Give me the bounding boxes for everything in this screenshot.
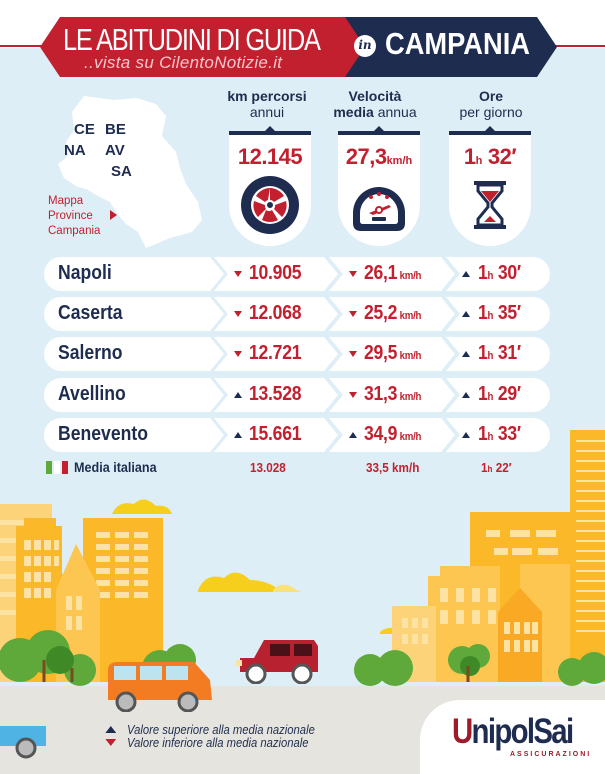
km-value: 12.721 (249, 342, 302, 364)
national-average-ore: 1h 22′ (481, 460, 512, 475)
regional-velocita-value: 27,3km/h (345, 144, 413, 169)
ore-value: 1h 31′ (478, 342, 521, 364)
in-badge: in (354, 35, 376, 57)
caret-right-icon (110, 210, 117, 220)
speedometer-icon (353, 187, 405, 231)
badge-km: 12.145 (229, 126, 311, 246)
trend-up-icon (105, 726, 117, 733)
title-banner (40, 17, 370, 77)
national-average-velocita: 33,5 km/h (366, 460, 420, 475)
map-caption-line: Province (48, 210, 93, 222)
km-value: 12.068 (249, 302, 302, 324)
velocita-value: 34,9 km/h (364, 423, 422, 445)
legend: Valore superiore alla media nazionale Va… (100, 724, 339, 750)
cityscape-illustration (0, 430, 605, 686)
trend-up-icon (462, 271, 470, 277)
trend-up-icon (462, 432, 470, 438)
velocita-value: 25,2 km/h (364, 302, 422, 324)
trend-down-icon (105, 739, 117, 746)
map-label-av: AV (105, 142, 125, 159)
regional-ore-value: 1h 32′ (463, 144, 517, 169)
campania-map-icon (58, 96, 202, 248)
badge-ore: 1h 32′ (449, 126, 531, 246)
page-title: LE ABITUDINI DI GUIDA (63, 22, 321, 57)
trend-up-icon (234, 392, 242, 398)
km-value: 10.905 (249, 262, 302, 284)
column-header-km: km percorsi annui (227, 88, 307, 120)
trend-down-icon (349, 271, 357, 277)
red-jeep-illustration (236, 640, 318, 684)
unipolsai-logo: UnipolSai (452, 712, 574, 751)
map-caption: Mappa Province Campania (48, 194, 100, 239)
km-value: 15.661 (249, 423, 302, 445)
trend-down-icon (349, 311, 357, 317)
ore-value: 1h 33′ (478, 423, 521, 445)
badge-velocita: 27,3km/h (338, 126, 420, 246)
velocita-value: 31,3 km/h (364, 383, 422, 405)
flag-red (62, 461, 68, 474)
trend-up-icon (462, 311, 470, 317)
trend-down-icon (349, 392, 357, 398)
national-average-km: 13.028 (250, 460, 286, 475)
ore-value: 1h 35′ (478, 302, 521, 324)
trend-up-icon (349, 432, 357, 438)
legend-up: Valore superiore alla media nazionale (100, 724, 315, 737)
legend-down: Valore inferiore alla media nazionale (100, 737, 315, 750)
city-name: Napoli (58, 262, 112, 284)
trend-up-icon (234, 432, 242, 438)
city-name: Salerno (58, 342, 123, 364)
map-label-sa: SA (111, 163, 132, 180)
blue-car-illustration (0, 726, 46, 759)
banner-line-left (0, 45, 42, 47)
map-caption-line: Mappa (48, 195, 84, 207)
map-caption-line: Campania (48, 225, 101, 237)
ore-value: 1h 30′ (478, 262, 521, 284)
trend-up-icon (462, 351, 470, 357)
trend-down-icon (234, 271, 242, 277)
column-header-ore: Ore per giorno (459, 88, 523, 120)
hourglass-icon (474, 181, 506, 229)
column-header-velocita: Velocità media annua (333, 88, 417, 120)
flag-white (54, 461, 60, 474)
trend-up-icon (462, 392, 470, 398)
page-subtitle: ..vista su CilentoNotizie.it (84, 53, 283, 72)
regional-km-value: 12.145 (237, 144, 303, 169)
city-name: Caserta (58, 302, 123, 324)
city-name: Avellino (58, 383, 126, 405)
map-label-na: NA (64, 142, 86, 159)
km-value: 13.528 (249, 383, 302, 405)
banner-line-right (553, 45, 605, 47)
trend-down-icon (234, 351, 242, 357)
logo-tagline: ASSICURAZIONI (510, 751, 592, 758)
tire-icon (241, 176, 299, 234)
region-title: CAMPANIA (385, 26, 530, 61)
ore-value: 1h 29′ (478, 383, 521, 405)
orange-van-illustration (108, 662, 212, 712)
logo-card (420, 700, 605, 774)
velocita-value: 29,5 km/h (364, 342, 422, 364)
velocita-value: 26,1 km/h (364, 262, 422, 284)
trend-down-icon (234, 311, 242, 317)
map-label-ce: CE (74, 121, 95, 138)
city-name: Benevento (58, 423, 148, 445)
region-banner (345, 17, 557, 77)
flag-green (46, 461, 52, 474)
map-label-be: BE (105, 121, 126, 138)
national-average-label: Media italiana (74, 459, 157, 475)
trend-down-icon (349, 351, 357, 357)
national-average-row: Media italiana 13.028 33,5 km/h 1h 22′ (44, 458, 524, 478)
